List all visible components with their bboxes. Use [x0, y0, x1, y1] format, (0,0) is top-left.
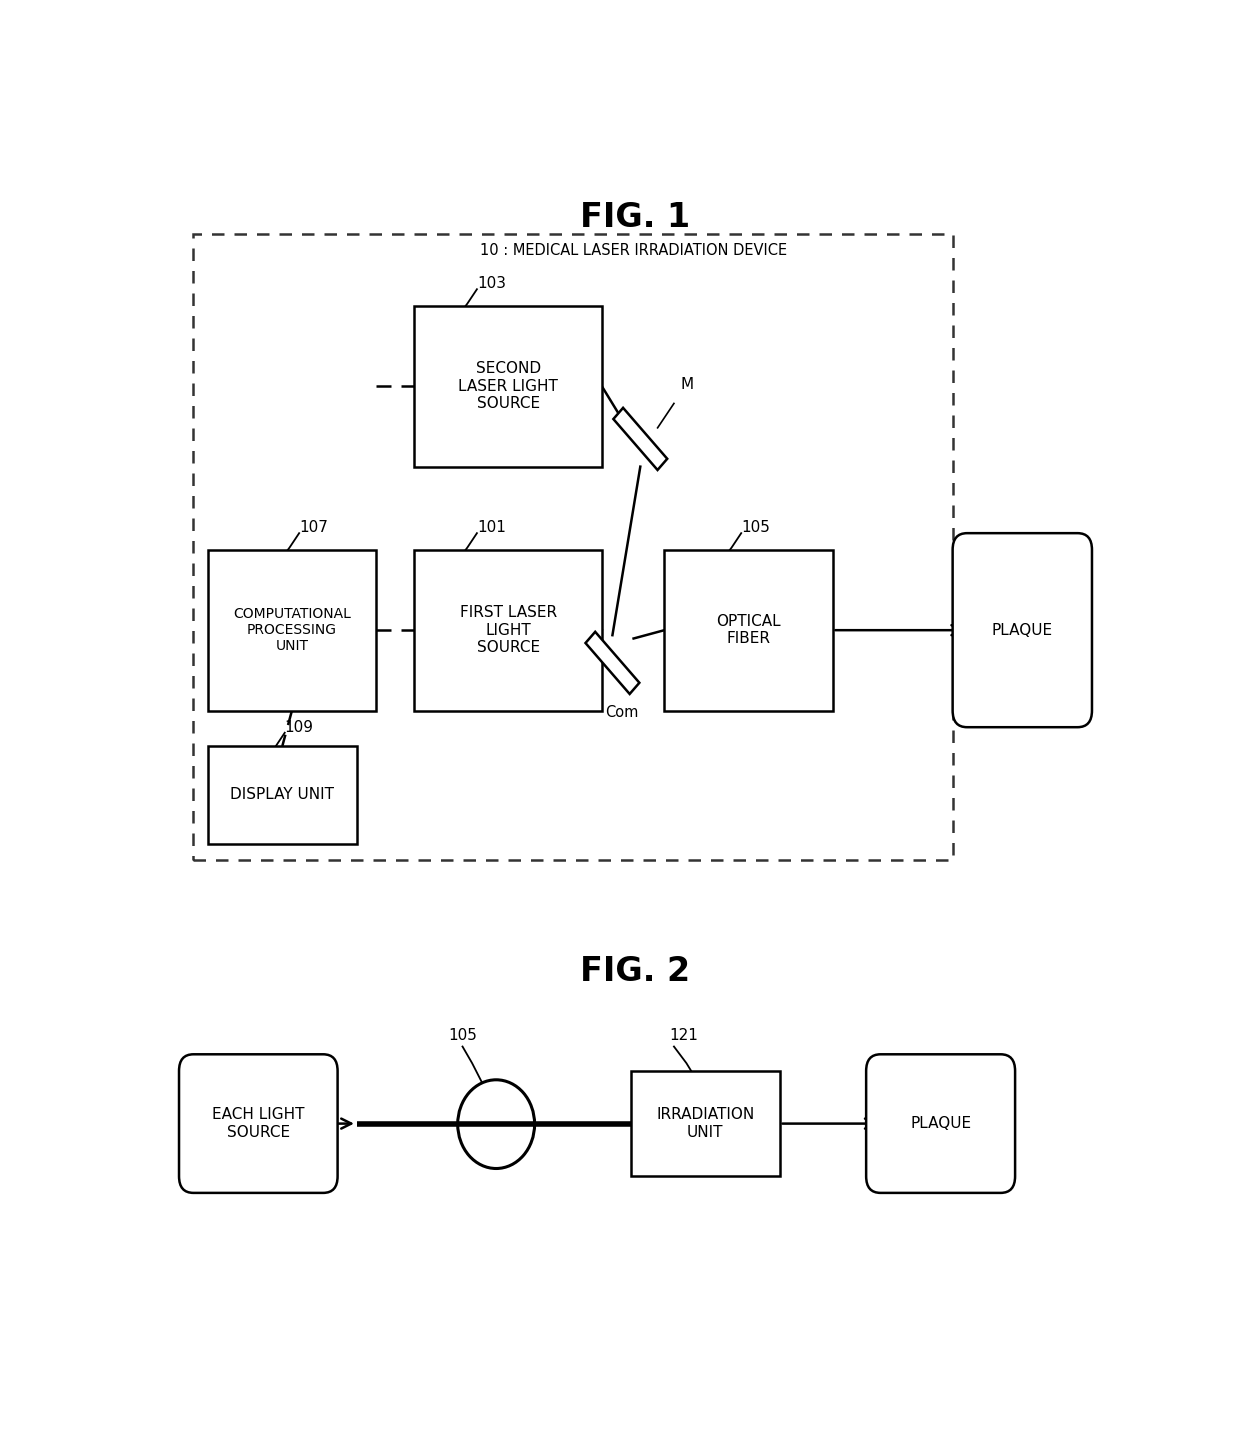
FancyBboxPatch shape — [631, 1071, 780, 1176]
Text: IRRADIATION
UNIT: IRRADIATION UNIT — [656, 1107, 754, 1140]
Text: 101: 101 — [477, 520, 506, 536]
FancyBboxPatch shape — [208, 746, 357, 844]
Text: M: M — [681, 377, 694, 392]
Text: EACH LIGHT
SOURCE: EACH LIGHT SOURCE — [212, 1107, 305, 1140]
Text: OPTICAL
FIBER: OPTICAL FIBER — [717, 613, 781, 647]
Text: 105: 105 — [448, 1028, 477, 1043]
Text: FIG. 1: FIG. 1 — [580, 200, 691, 233]
Text: DISPLAY UNIT: DISPLAY UNIT — [231, 788, 335, 802]
Polygon shape — [585, 632, 640, 694]
FancyBboxPatch shape — [208, 550, 376, 710]
Text: Com: Com — [605, 706, 639, 720]
Text: FIRST LASER
LIGHT
SOURCE: FIRST LASER LIGHT SOURCE — [460, 605, 557, 655]
Polygon shape — [614, 408, 667, 469]
Text: 103: 103 — [477, 276, 506, 291]
Text: PLAQUE: PLAQUE — [992, 622, 1053, 638]
Text: FIG. 2: FIG. 2 — [580, 955, 691, 988]
FancyBboxPatch shape — [414, 305, 601, 467]
Text: SECOND
LASER LIGHT
SOURCE: SECOND LASER LIGHT SOURCE — [459, 361, 558, 412]
FancyBboxPatch shape — [179, 1054, 337, 1192]
Text: 107: 107 — [299, 520, 329, 536]
Text: 10 : MEDICAL LASER IRRADIATION DEVICE: 10 : MEDICAL LASER IRRADIATION DEVICE — [480, 243, 787, 258]
Text: 121: 121 — [670, 1028, 698, 1043]
Text: 109: 109 — [285, 720, 314, 734]
Text: PLAQUE: PLAQUE — [910, 1116, 971, 1130]
Text: 105: 105 — [742, 520, 770, 536]
FancyBboxPatch shape — [414, 550, 601, 710]
Text: COMPUTATIONAL
PROCESSING
UNIT: COMPUTATIONAL PROCESSING UNIT — [233, 608, 351, 654]
FancyBboxPatch shape — [952, 533, 1092, 727]
FancyBboxPatch shape — [665, 550, 832, 710]
FancyBboxPatch shape — [866, 1054, 1016, 1192]
